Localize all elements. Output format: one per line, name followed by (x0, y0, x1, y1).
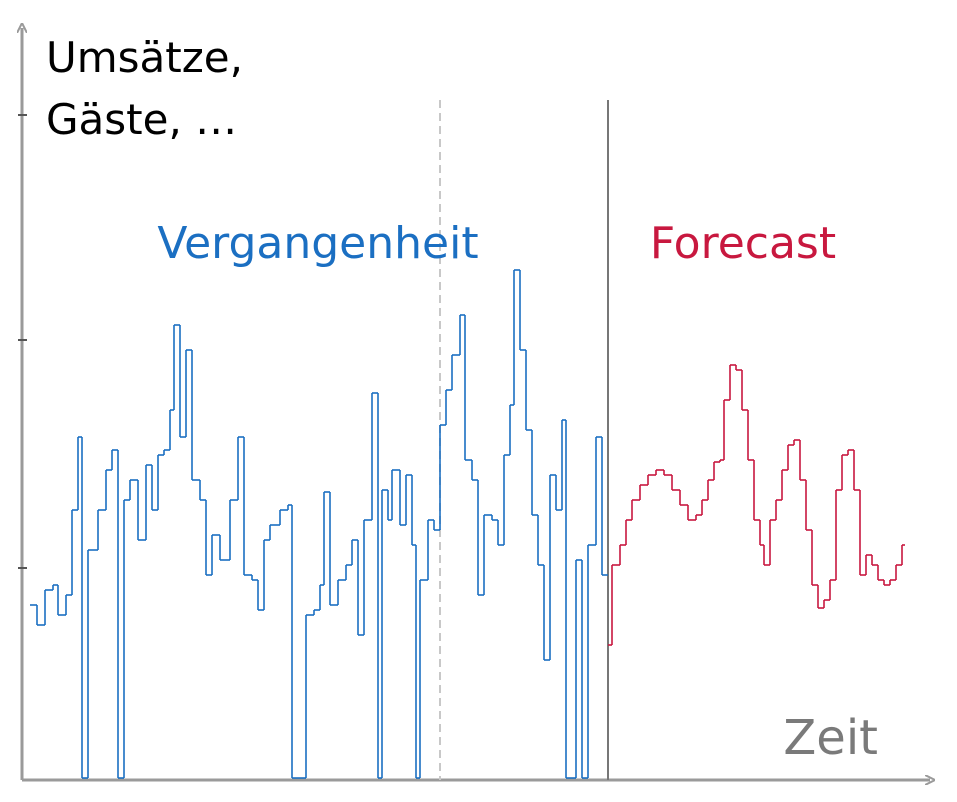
x-axis-label: Zeit (783, 710, 878, 766)
series-label: Vergangenheit (157, 218, 478, 269)
y-axis-label: Umsätze, (46, 33, 243, 82)
series-label: Forecast (650, 218, 836, 269)
y-axis-label: Gäste, … (46, 95, 237, 144)
